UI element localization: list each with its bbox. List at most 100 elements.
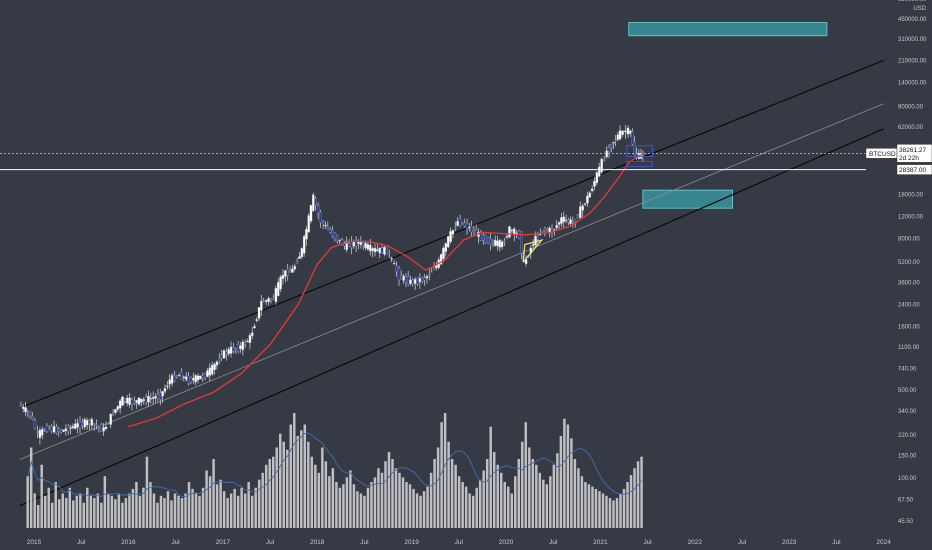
y-tick-label: 2400.00 xyxy=(898,302,920,308)
candle xyxy=(288,271,292,273)
candle xyxy=(177,374,181,377)
target-zone-0 xyxy=(628,22,828,37)
volume-bar xyxy=(75,495,79,528)
volume-bar xyxy=(471,495,475,528)
candle xyxy=(316,205,320,214)
candle xyxy=(28,411,32,416)
candle xyxy=(83,419,86,428)
volume-bar xyxy=(612,500,615,528)
candle xyxy=(309,205,313,222)
volume-bar xyxy=(128,493,131,528)
volume-bar xyxy=(149,482,152,528)
x-tick-label: Jul xyxy=(738,539,747,546)
candle xyxy=(428,273,431,276)
volume-bar xyxy=(447,441,450,528)
candle xyxy=(43,429,46,432)
volume-bar xyxy=(615,498,619,528)
volume-bar xyxy=(243,493,247,528)
candle xyxy=(189,377,193,383)
volume-bar xyxy=(324,461,328,528)
volume-bar xyxy=(26,476,29,528)
y-tick-label: 62000.00 xyxy=(898,125,924,131)
candle xyxy=(175,375,179,378)
candle xyxy=(624,130,627,133)
candle xyxy=(397,267,401,281)
candle xyxy=(610,144,613,148)
candle xyxy=(168,379,171,385)
candle xyxy=(180,371,183,380)
volume-bar xyxy=(401,477,405,528)
candle xyxy=(102,427,105,432)
candle xyxy=(631,131,634,145)
candle xyxy=(41,428,44,436)
candle xyxy=(218,358,221,362)
volume-bar xyxy=(275,447,278,528)
candle xyxy=(64,428,68,432)
x-tick-label: 2016 xyxy=(121,539,136,546)
volume-bar xyxy=(464,486,468,528)
candle xyxy=(128,397,131,405)
candle xyxy=(76,423,79,428)
volume-bar xyxy=(359,493,363,528)
volume-bar xyxy=(303,424,307,528)
channel-mid-line xyxy=(19,103,884,460)
volume-bar xyxy=(229,493,233,528)
candle xyxy=(411,279,415,285)
candle xyxy=(166,385,169,388)
x-tick-label: Jul xyxy=(832,539,841,546)
volume-bar xyxy=(594,488,598,528)
volume-bar xyxy=(345,477,349,528)
candle xyxy=(423,277,426,281)
volume-bar xyxy=(180,498,184,528)
candle xyxy=(555,224,558,229)
volume-bar xyxy=(377,468,380,528)
volume-bar xyxy=(152,493,156,528)
candle xyxy=(257,307,261,319)
volume-bar xyxy=(626,482,629,528)
level-badge-value: 28387.00 xyxy=(899,167,926,174)
volume-bar xyxy=(398,472,401,528)
volume-bar xyxy=(601,493,605,528)
candle xyxy=(135,400,138,403)
volume-bar xyxy=(335,482,338,528)
volume-bar xyxy=(86,487,89,528)
candle xyxy=(305,229,308,240)
volume-bar xyxy=(482,470,485,528)
volume-bar xyxy=(412,488,415,528)
candle xyxy=(50,426,53,432)
candle xyxy=(500,241,504,248)
candle xyxy=(213,363,216,370)
x-tick-label: Jul xyxy=(360,539,369,546)
candle xyxy=(298,256,301,259)
candle xyxy=(472,230,476,233)
volume-bar xyxy=(478,479,482,528)
candle xyxy=(88,420,91,424)
candle xyxy=(234,348,238,350)
volume-bar xyxy=(300,430,303,528)
level-badge xyxy=(896,164,932,175)
x-tick-label: 2020 xyxy=(499,539,514,546)
candle xyxy=(586,195,589,204)
candle xyxy=(583,203,587,205)
candle xyxy=(590,188,594,192)
volume-bar xyxy=(489,426,492,528)
candle xyxy=(137,397,141,405)
volume-bar xyxy=(272,456,275,528)
candle xyxy=(21,406,25,409)
candle xyxy=(248,335,252,344)
candle xyxy=(618,130,622,140)
candle xyxy=(390,258,393,260)
volume-bar xyxy=(173,493,177,528)
volume-bar xyxy=(212,459,215,528)
volume-bar xyxy=(366,487,370,528)
candle xyxy=(496,240,499,247)
volume-bar xyxy=(510,493,513,528)
candle xyxy=(425,276,429,279)
volume-bar xyxy=(58,499,61,528)
candle xyxy=(187,375,190,384)
candle xyxy=(71,426,75,429)
candle xyxy=(133,400,136,404)
volume-bar xyxy=(342,484,345,528)
candle xyxy=(19,404,23,407)
